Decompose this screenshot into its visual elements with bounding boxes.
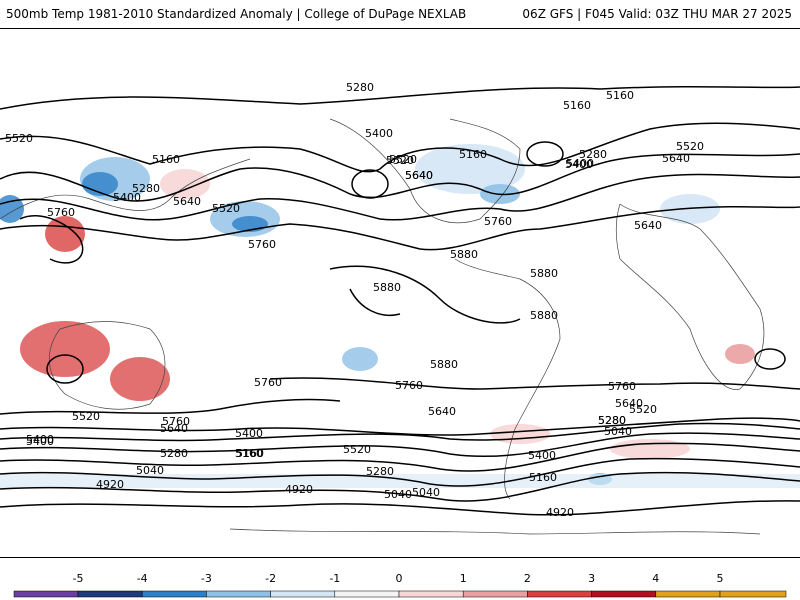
contour-label: 5400 bbox=[528, 449, 556, 462]
contour-label: 5160 bbox=[235, 447, 263, 460]
contour-label: 5760 bbox=[484, 215, 512, 228]
contour-label: 4920 bbox=[285, 483, 313, 496]
contour-label: 5160 bbox=[459, 148, 487, 161]
contour-label: 5400 bbox=[365, 127, 393, 140]
colorbar-tick-label: -4 bbox=[137, 572, 148, 585]
colorbar-tick-label: -3 bbox=[201, 572, 212, 585]
contour-label: 5280 bbox=[132, 182, 160, 195]
height-contours bbox=[0, 85, 800, 516]
contour-label: 5160 bbox=[152, 153, 180, 166]
colorbar-segment bbox=[141, 590, 207, 598]
contour-label: 5880 bbox=[530, 267, 558, 280]
contour-label: 5640 bbox=[615, 397, 643, 410]
contour-label: 5400 bbox=[113, 191, 141, 204]
contour-label: 5520 bbox=[212, 202, 240, 215]
colorbar-segment bbox=[270, 590, 336, 598]
contour-label: 5280 bbox=[598, 414, 626, 427]
colorbar-tick-label: -1 bbox=[329, 572, 340, 585]
contour-label: 5520 bbox=[389, 153, 417, 166]
contour-label: 5040 bbox=[412, 486, 440, 499]
contour-label: 5760 bbox=[395, 379, 423, 392]
contour-label: 5760 bbox=[162, 415, 190, 428]
contour-label: 5400 bbox=[26, 433, 54, 446]
contour-label: 5640 bbox=[160, 422, 188, 435]
contour-label: 5160 bbox=[606, 89, 634, 102]
colorbar-tick-label: 3 bbox=[588, 572, 595, 585]
contour-label: 5400 bbox=[235, 427, 263, 440]
model-valid-time: 06Z GFS | F045 Valid: 03Z THU MAR 27 202… bbox=[522, 7, 792, 21]
contour-label: 4920 bbox=[546, 506, 574, 519]
contour-label: 5400 bbox=[565, 158, 593, 171]
contour-label: 5520 bbox=[343, 443, 371, 456]
contour-label: 5640 bbox=[405, 169, 433, 182]
colorbar-tick-label: 2 bbox=[524, 572, 531, 585]
contour-label: 5520 bbox=[676, 140, 704, 153]
contour-labels: 5280 5160 5160 5520 5400 5160 5280 5400 … bbox=[5, 81, 704, 519]
contour-label: 5160 bbox=[529, 471, 557, 484]
map-title: 500mb Temp 1981-2010 Standardized Anomal… bbox=[6, 7, 467, 21]
contour-label: 5880 bbox=[450, 248, 478, 261]
contour-label: 5760 bbox=[254, 376, 282, 389]
contour-label: 5400 bbox=[26, 435, 54, 448]
contour-label: 5520 bbox=[386, 154, 414, 167]
contour-label: 5280 bbox=[366, 465, 394, 478]
contour-label: 5160 bbox=[236, 447, 264, 460]
colorbar-segment bbox=[334, 590, 400, 598]
contour-label: 5520 bbox=[5, 132, 33, 145]
colorbar-segment bbox=[527, 590, 592, 598]
colorbar-tick-label: 0 bbox=[396, 572, 403, 585]
contour-label: 5280 bbox=[598, 414, 626, 427]
contour-label: 5640 bbox=[634, 219, 662, 232]
contour-label: 5160 bbox=[563, 99, 591, 112]
colorbar-tick-label: 5 bbox=[717, 572, 724, 585]
colorbar-segment bbox=[206, 590, 271, 598]
contour-label: 5640 bbox=[405, 169, 433, 182]
contour-label: 5880 bbox=[430, 358, 458, 371]
contour-label: 5760 bbox=[47, 206, 75, 219]
map-canvas: 5280 5160 5160 5520 5400 5160 5280 5400 … bbox=[0, 81, 800, 535]
contour-label: 5400 bbox=[566, 157, 594, 170]
colorbar-canvas: -5 -4 -3 -2 -1 0 1 2 3 4 5 bbox=[13, 572, 787, 598]
contour-label: 5040 bbox=[384, 488, 412, 501]
contour-label: 5280 bbox=[346, 81, 374, 94]
colorbar-segment bbox=[591, 590, 657, 598]
contour-label: 5040 bbox=[604, 425, 632, 438]
colorbar-segment bbox=[719, 590, 787, 598]
map-panel: 5280 5160 5160 5520 5400 5160 5280 5400 … bbox=[0, 28, 800, 558]
contour-label: 5880 bbox=[373, 281, 401, 294]
colorbar-tick-label: -2 bbox=[265, 572, 276, 585]
contour-label: 5880 bbox=[530, 309, 558, 322]
colorbar-tick-label: 1 bbox=[460, 572, 467, 585]
anomaly-colorbar: -5 -4 -3 -2 -1 0 1 2 3 4 5 bbox=[0, 566, 800, 600]
coastlines bbox=[0, 118, 765, 535]
contour-label: 5280 bbox=[579, 148, 607, 161]
colorbar-segment bbox=[398, 590, 464, 598]
contour-label: 5640 bbox=[173, 195, 201, 208]
map-header: 500mb Temp 1981-2010 Standardized Anomal… bbox=[0, 0, 800, 28]
contour-label: 5760 bbox=[248, 238, 276, 251]
contour-label: 5040 bbox=[136, 464, 164, 477]
contour-label: 5640 bbox=[662, 152, 690, 165]
contour-label: 5520 bbox=[72, 410, 100, 423]
contour-label: 5640 bbox=[428, 405, 456, 418]
colorbar-segment bbox=[13, 590, 79, 598]
contour-label: 5520 bbox=[629, 403, 657, 416]
colorbar-segment bbox=[655, 590, 721, 598]
colorbar-tick-label: -5 bbox=[73, 572, 84, 585]
colorbar-segment bbox=[77, 590, 143, 598]
contour-label: 5760 bbox=[608, 380, 636, 393]
contour-label: 4920 bbox=[96, 478, 124, 491]
contour-label: 5280 bbox=[160, 447, 188, 460]
colorbar-tick-label: 4 bbox=[652, 572, 659, 585]
colorbar-segment bbox=[462, 590, 528, 598]
